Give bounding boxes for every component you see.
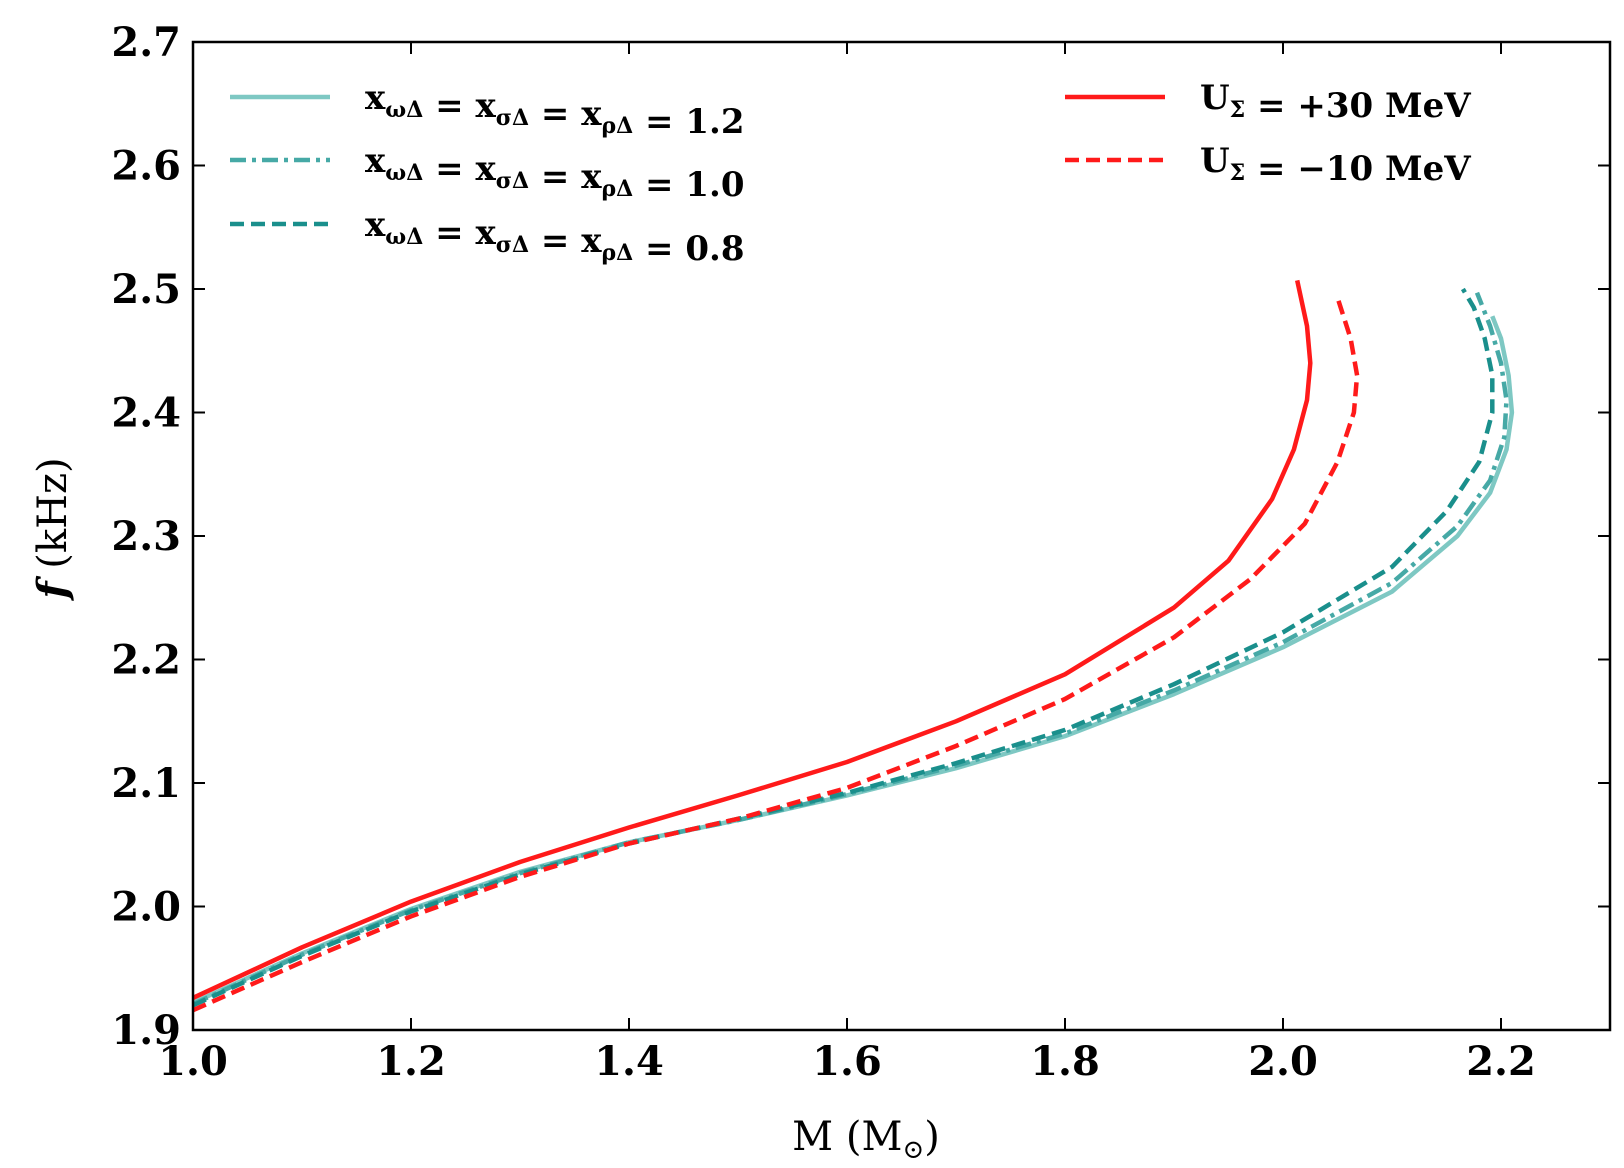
series-layer bbox=[193, 279, 1515, 1013]
x-tick-label: 1.8 bbox=[1030, 1038, 1100, 1085]
series-line-um10 bbox=[193, 296, 1360, 1013]
legend-label-um10: UΣ = −10 MeV bbox=[1200, 141, 1471, 189]
y-tick-label: 2.2 bbox=[111, 637, 181, 684]
y-tick-label: 2.7 bbox=[111, 19, 181, 66]
y-tick-label: 2.5 bbox=[111, 266, 181, 313]
y-tick-label: 2.0 bbox=[111, 884, 181, 931]
legend-label-x08: xωΔ = xσΔ = xρΔ = 0.8 bbox=[365, 205, 745, 269]
series-line-u30 bbox=[193, 279, 1313, 1000]
x-tick-label: 2.2 bbox=[1466, 1038, 1536, 1085]
x-tick-label: 1.4 bbox=[594, 1038, 664, 1085]
x-tick-label: 1.0 bbox=[158, 1038, 228, 1085]
series-line-x10 bbox=[193, 291, 1509, 1007]
legend-label-u30: UΣ = +30 MeV bbox=[1200, 78, 1471, 126]
x-tick-label: 1.6 bbox=[812, 1038, 882, 1085]
y-tick-label: 2.1 bbox=[111, 760, 181, 807]
y-tick-label: 2.3 bbox=[111, 513, 181, 560]
legend-label-x12: xωΔ = xσΔ = xρΔ = 1.2 bbox=[365, 78, 745, 142]
y-tick-label: 2.4 bbox=[111, 390, 181, 437]
series-line-x12 bbox=[193, 315, 1515, 1005]
ticks-layer: 1.0 1.2 1.4 1.6 1.8 2.0 2.2 1.9 2.0 2.1 2.2 2.3 2.4 2… bbox=[111, 19, 1610, 1085]
x-axis-title: M (M⊙) bbox=[792, 1114, 940, 1165]
y-tick-label: 1.9 bbox=[111, 1007, 181, 1054]
plot-frame bbox=[191, 40, 1612, 1032]
y-axis-title: f (kHz) bbox=[29, 457, 76, 601]
x-tick-label: 2.0 bbox=[1248, 1038, 1318, 1085]
y-tick-label: 2.6 bbox=[111, 143, 181, 190]
x-tick-label: 1.2 bbox=[376, 1038, 446, 1085]
series-line-x08 bbox=[193, 287, 1495, 1008]
legend-label-x10: xωΔ = xσΔ = xρΔ = 1.0 bbox=[365, 141, 745, 205]
